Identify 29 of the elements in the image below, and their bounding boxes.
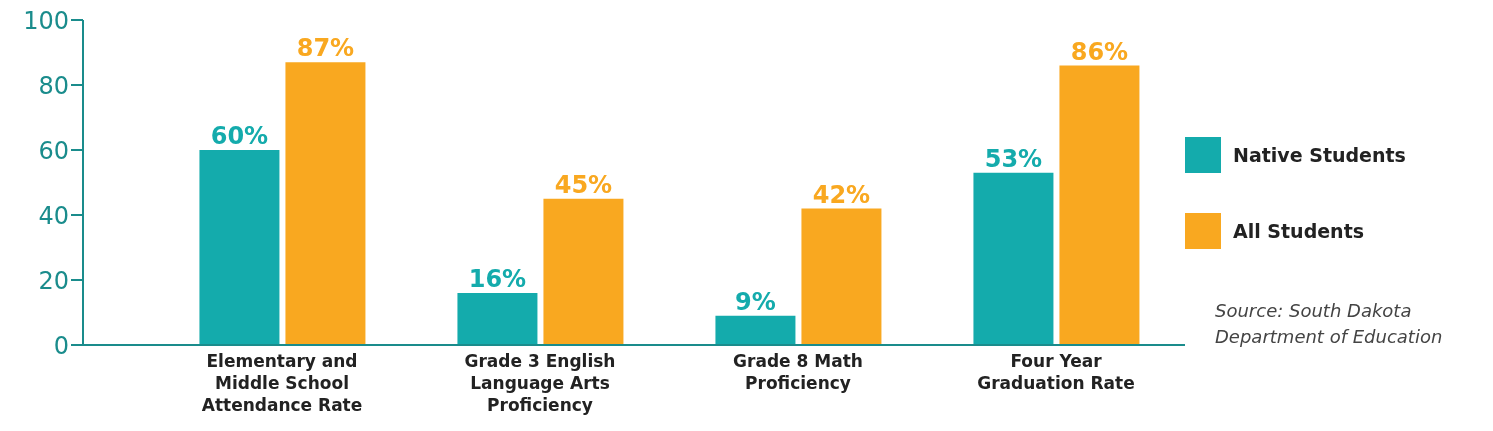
bar [285, 62, 366, 345]
x-tick-label: Grade 3 English Language Arts Proficiency [464, 351, 616, 415]
y-tick-label: 100 [23, 6, 69, 35]
x-tick-label: Grade 8 Math Proficiency [733, 351, 863, 393]
bar [199, 150, 280, 345]
bar [715, 315, 796, 345]
bar [457, 293, 538, 345]
data-label: 86% [1070, 37, 1129, 66]
data-label: 16% [468, 265, 527, 293]
x-tick-label: Elementary and Middle School Attendance Rate [201, 351, 363, 415]
bar [1059, 65, 1140, 345]
bar [801, 208, 882, 345]
y-tick-label: 0 [53, 331, 69, 360]
data-label: 45% [554, 170, 613, 199]
bar [973, 172, 1054, 345]
data-label: 53% [984, 144, 1043, 173]
legend-label: All Students [1233, 218, 1365, 244]
y-tick-label: 40 [38, 201, 69, 230]
y-tick-label: 60 [38, 136, 69, 165]
y-tick-label: 20 [38, 266, 69, 295]
data-label: 9% [735, 287, 776, 316]
legend-label: Native Students [1233, 142, 1406, 168]
source-note: Source: South Dakota Department of Education [1215, 299, 1444, 349]
bar [543, 198, 624, 345]
data-label: 60% [210, 122, 269, 150]
x-tick-label: Four Year Graduation Rate [977, 351, 1135, 393]
data-label: 42% [812, 180, 871, 209]
y-tick-label: 80 [38, 71, 69, 100]
data-label: 87% [296, 34, 355, 63]
